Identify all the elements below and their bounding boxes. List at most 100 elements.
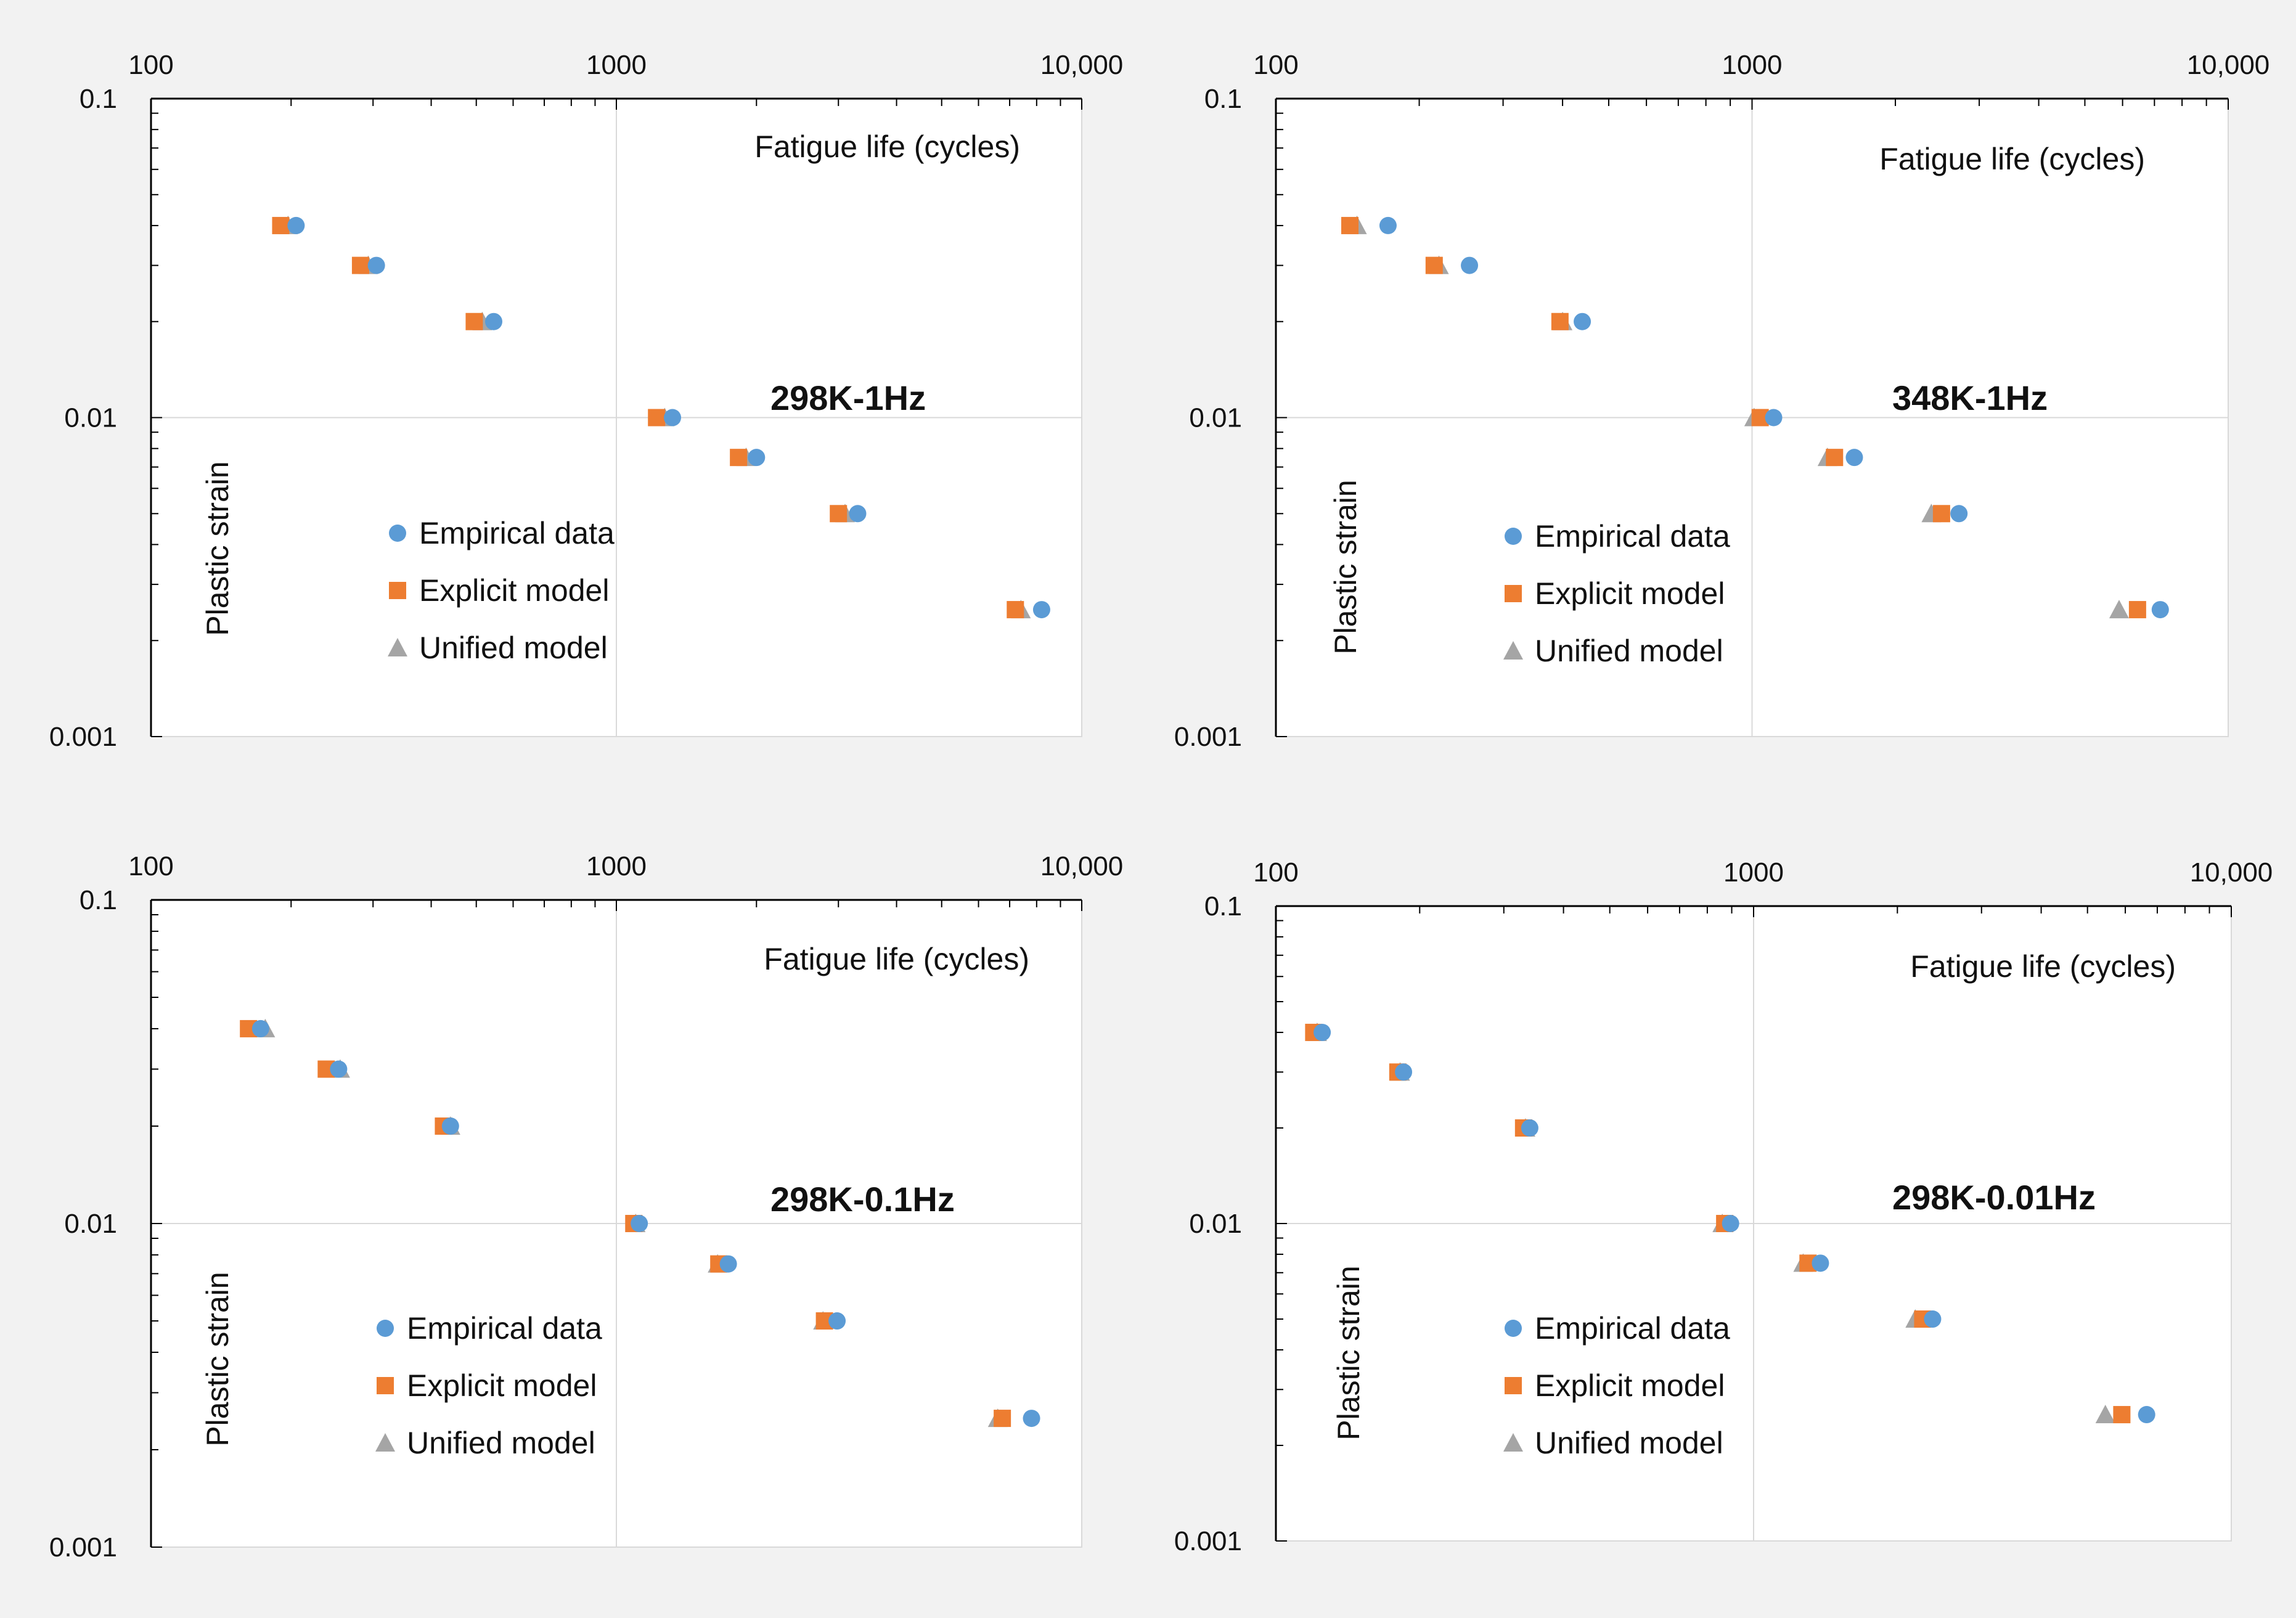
legend-label: Explicit model: [1535, 1368, 1725, 1403]
data-point: [1341, 216, 1358, 234]
x-tick-label: 1000: [586, 851, 647, 881]
chart-title: 298K-0.1Hz: [770, 1180, 955, 1219]
series-empirical-data: [1313, 1023, 2155, 1424]
data-point: [1812, 1254, 1829, 1272]
series-explicit-model: [1341, 216, 2146, 619]
x-tick-label: 10,000: [2190, 857, 2273, 888]
data-point: [1313, 1023, 1331, 1041]
data-point: [1574, 313, 1591, 330]
legend-marker: [377, 1320, 394, 1337]
x-tick-label: 10,000: [1040, 50, 1124, 80]
legend-label: Empirical data: [1535, 1311, 1730, 1346]
chart-title: 298K-0.01Hz: [1892, 1178, 2096, 1217]
legend: Empirical data Explicit model Unified mode…: [1503, 519, 1730, 668]
data-point: [1950, 505, 1968, 523]
chart-title: 298K-1Hz: [770, 378, 926, 417]
y-tick-label: 0.01: [1189, 403, 1242, 433]
legend-marker: [1503, 1433, 1523, 1452]
y-axis-title: Plastic strain: [200, 461, 235, 635]
data-point: [367, 256, 385, 274]
data-point: [441, 1117, 459, 1135]
legend-marker: [1505, 1320, 1522, 1337]
data-point: [1551, 313, 1569, 330]
legend-label: Unified model: [1535, 1426, 1723, 1460]
y-tick-label: 0.001: [1174, 722, 1242, 752]
chart-title: 348K-1Hz: [1892, 378, 2048, 417]
data-point: [251, 1019, 269, 1037]
y-tick-label: 0.1: [80, 885, 117, 915]
data-point: [287, 216, 305, 234]
data-point: [2113, 1406, 2131, 1424]
legend-label: Explicit model: [407, 1368, 597, 1403]
x-tick-label: 10,000: [2187, 50, 2270, 80]
data-point: [719, 1255, 737, 1273]
y-tick-label: 0.001: [49, 1532, 117, 1563]
data-point: [1722, 1215, 1739, 1232]
legend-label: Explicit model: [1535, 576, 1725, 611]
x-tick-label: 100: [1253, 50, 1298, 80]
legend-label: Unified model: [407, 1426, 595, 1460]
legend-marker: [1503, 641, 1523, 660]
x-tick-label: 1000: [586, 50, 647, 80]
data-point: [1932, 505, 1950, 523]
legend-label: Empirical data: [1535, 519, 1730, 554]
y-axis-title: Plastic strain: [1331, 1265, 1366, 1440]
x-axis-title: Fatigue life (cycles): [754, 129, 1020, 164]
legend-marker: [1505, 585, 1522, 602]
x-tick-label: 10,000: [1040, 851, 1124, 881]
legend-marker: [389, 525, 406, 542]
legend-label: Empirical data: [407, 1311, 602, 1346]
y-tick-label: 0.1: [1204, 84, 1242, 114]
data-point: [2109, 600, 2129, 619]
y-tick-label: 0.01: [64, 1209, 117, 1239]
data-point: [1032, 601, 1050, 619]
data-point: [351, 256, 369, 274]
legend-label: Unified model: [1535, 634, 1723, 668]
data-point: [1023, 1410, 1040, 1428]
data-point: [330, 1060, 348, 1078]
legend-label: Explicit model: [419, 573, 609, 608]
chart-svg: 100 1000 10,000 0.1 0.01 0.001 Fatigue life (c…: [1174, 50, 2270, 752]
legend-label: Unified model: [419, 631, 608, 665]
data-point: [465, 313, 483, 330]
legend-marker: [377, 1377, 394, 1394]
data-point: [849, 505, 867, 523]
data-point: [2138, 1406, 2155, 1424]
y-tick-label: 0.1: [1204, 891, 1242, 921]
legend: Empirical data Explicit model Unified mode…: [1503, 1311, 1730, 1460]
legend-marker: [388, 638, 407, 656]
chart-panel-298k-1hz: 100 1000 10,000 0.1 0.01 0.001 Fatigue life (c…: [18, 18, 1128, 783]
x-tick-label: 100: [128, 851, 173, 881]
legend-marker: [1505, 528, 1522, 545]
legend-label: Empirical data: [419, 516, 615, 550]
y-axis-title: Plastic strain: [200, 1272, 235, 1446]
series-empirical-data: [1379, 216, 2169, 619]
data-point: [1521, 1119, 1538, 1137]
data-point: [1845, 449, 1863, 467]
data-point: [994, 1410, 1011, 1428]
x-tick-label: 1000: [1723, 857, 1784, 888]
data-point: [1007, 601, 1024, 619]
x-axis-title: Fatigue life (cycles): [1879, 142, 2145, 176]
data-point: [2151, 601, 2169, 619]
data-point: [272, 216, 290, 234]
chart-svg: 100 1000 10,000 0.1 0.01 0.001 Fatigue life (c…: [49, 50, 1124, 752]
x-tick-label: 100: [1253, 857, 1298, 888]
legend: Empirical data Explicit model Unified mode…: [388, 516, 615, 665]
data-point: [648, 409, 666, 427]
x-tick-label: 1000: [1722, 50, 1783, 80]
data-point: [828, 1312, 846, 1330]
chart-svg: 100 1000 10,000 0.1 0.01 0.001 Fatigue life (c…: [1174, 857, 2273, 1556]
data-point: [484, 313, 502, 330]
series-explicit-model: [272, 216, 1024, 619]
data-point: [1379, 216, 1397, 234]
legend-marker: [389, 582, 406, 599]
legend: Empirical data Explicit model Unified mode…: [375, 1311, 602, 1460]
chart-panel-298k-0-01hz: 100 1000 10,000 0.1 0.01 0.001 Fatigue life (c…: [1159, 817, 2281, 1609]
series-empirical-data: [251, 1019, 1040, 1428]
data-point: [631, 1215, 648, 1232]
data-point: [664, 409, 682, 427]
legend-marker: [1505, 1377, 1522, 1394]
x-tick-label: 100: [128, 50, 173, 80]
y-tick-label: 0.1: [80, 84, 117, 114]
